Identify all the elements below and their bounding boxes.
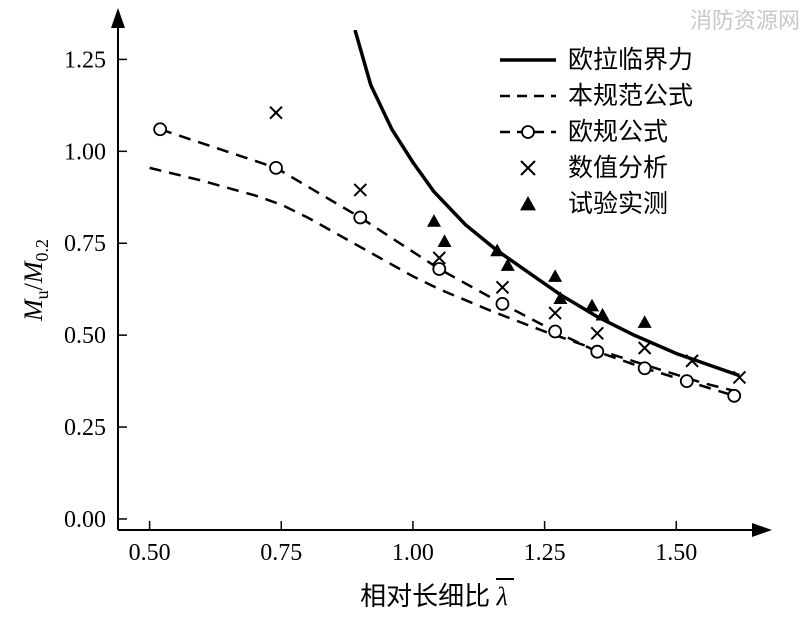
marker-exp — [427, 214, 441, 227]
y-tick-label: 0.75 — [64, 231, 106, 257]
marker-exp — [638, 315, 652, 328]
watermark: 消防资源网 — [690, 8, 800, 33]
y-tick-label: 1.00 — [64, 139, 106, 165]
x-axis-title: 相对长细比 λ — [360, 579, 514, 611]
series-euler — [355, 30, 739, 376]
legend-item: 欧规公式 — [500, 118, 668, 146]
x-axis-arrow — [752, 523, 772, 537]
marker-euro — [496, 298, 508, 310]
x-tick-label: 1.25 — [524, 540, 566, 566]
marker-euro — [639, 362, 651, 374]
y-axis-title: Mu/M0.2 — [19, 239, 52, 322]
marker-euro — [433, 263, 445, 275]
x-tick-label: 0.75 — [260, 540, 302, 566]
y-tick-label: 0.00 — [64, 507, 106, 533]
x-tick-label: 1.00 — [392, 540, 434, 566]
marker-euro — [154, 123, 166, 135]
marker-num — [496, 281, 508, 293]
marker-exp — [585, 299, 599, 312]
marker-num — [549, 307, 561, 319]
legend-label: 欧拉临界力 — [568, 46, 693, 74]
y-axis-arrow — [111, 8, 125, 28]
marker-num — [354, 184, 366, 196]
legend-item: 试验实测 — [520, 190, 668, 218]
marker-euro — [270, 162, 282, 174]
legend-item: 数值分析 — [521, 154, 668, 182]
y-tick-label: 0.50 — [64, 323, 106, 349]
legend-item: 欧拉临界力 — [500, 46, 693, 74]
marker-num — [639, 342, 651, 354]
marker-euro — [549, 325, 561, 337]
marker-num — [270, 107, 282, 119]
marker-euro — [591, 346, 603, 358]
svg-text:相对长细比 λ: 相对长细比 λ — [360, 582, 508, 611]
x-tick-label: 1.50 — [655, 540, 697, 566]
marker-exp — [438, 234, 452, 247]
y-tick-label: 0.25 — [64, 415, 106, 441]
legend-label: 欧规公式 — [568, 118, 668, 146]
legend: 欧拉临界力本规范公式欧规公式数值分析试验实测 — [500, 46, 693, 218]
marker-num — [733, 371, 745, 383]
marker-num — [591, 327, 603, 339]
legend-label: 试验实测 — [568, 190, 668, 218]
chart-svg: 消防资源网 0.50 0.75 1.00 1.25 1.50 0.00 0.25 0.50 0.7… — [0, 0, 808, 629]
legend-item: 本规范公式 — [500, 82, 693, 110]
marker-euro — [728, 390, 740, 402]
legend-label: 数值分析 — [568, 154, 668, 182]
marker-exp — [548, 269, 562, 282]
marker-euro — [354, 212, 366, 224]
legend-label: 本规范公式 — [568, 82, 693, 110]
marker-euro — [681, 375, 693, 387]
chart-container: 消防资源网 0.50 0.75 1.00 1.25 1.50 0.00 0.25 0.50 0.7… — [0, 0, 808, 629]
x-tick-label: 0.50 — [129, 540, 171, 566]
svg-text:Mu/M0.2: Mu/M0.2 — [19, 239, 52, 322]
y-tick-label: 1.25 — [64, 47, 106, 73]
